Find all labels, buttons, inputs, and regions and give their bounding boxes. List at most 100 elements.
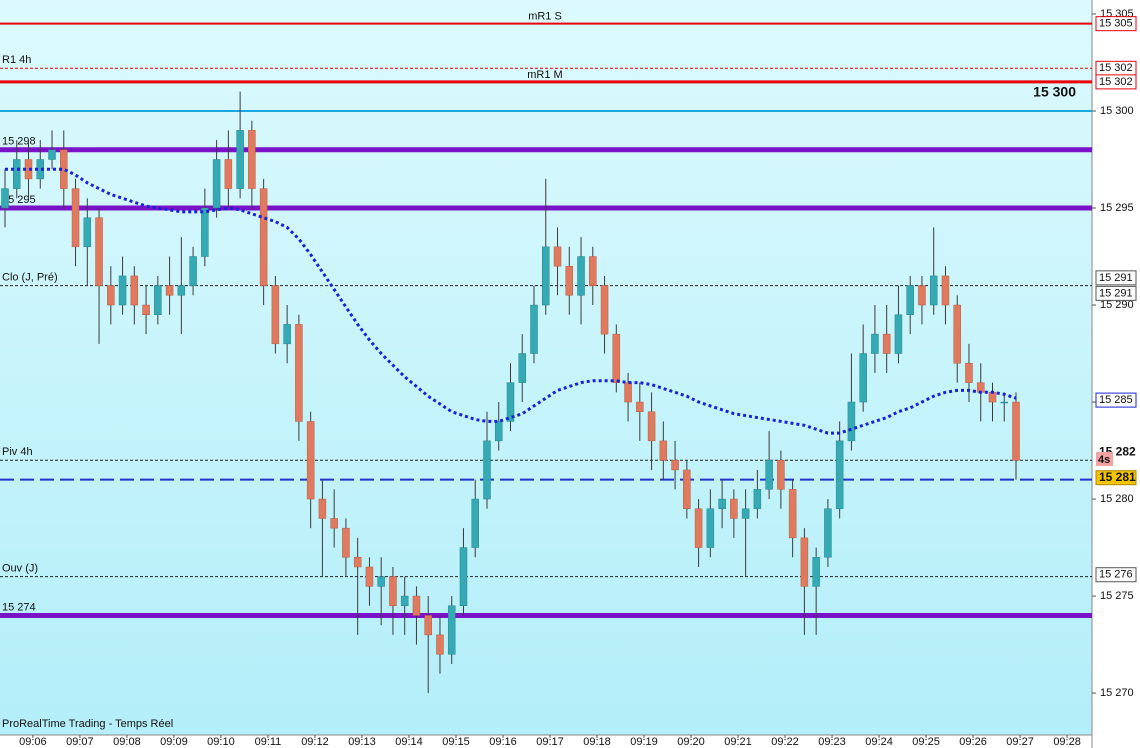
price-tag-label: 15 291 bbox=[1099, 272, 1133, 284]
x-tick-label: 09:12 bbox=[301, 736, 329, 748]
x-tick-label: 09:09 bbox=[160, 736, 188, 748]
candle-body bbox=[835, 440, 844, 510]
candle-body bbox=[824, 508, 832, 558]
price-tag-label: 15 285 bbox=[1099, 394, 1133, 406]
candle-body bbox=[83, 217, 92, 248]
level-label: mR1 M bbox=[527, 69, 562, 81]
candle-body bbox=[812, 557, 820, 587]
candle-body bbox=[494, 421, 503, 442]
candle-body bbox=[683, 469, 691, 510]
countdown-box bbox=[1096, 452, 1113, 466]
level-label: R1 4h bbox=[2, 54, 31, 66]
x-tick-label: 09:28 bbox=[1053, 736, 1081, 748]
candle-body bbox=[788, 489, 797, 539]
price-tag bbox=[1095, 270, 1137, 286]
candle-body bbox=[730, 498, 738, 519]
candle-body bbox=[1, 188, 9, 209]
candle-body bbox=[882, 333, 891, 354]
x-tick-label: 09:10 bbox=[207, 736, 235, 748]
candle-body bbox=[342, 527, 350, 558]
candle-body bbox=[71, 188, 80, 248]
candle-body bbox=[295, 324, 303, 422]
candle-body bbox=[154, 285, 162, 315]
candle-body bbox=[95, 217, 103, 286]
x-tick-label: 09:23 bbox=[818, 736, 846, 748]
candle-body bbox=[318, 498, 327, 519]
candle-body bbox=[424, 615, 432, 636]
candle-body bbox=[600, 285, 609, 335]
y-tick-label: 15 300 bbox=[1100, 105, 1134, 117]
candle-body bbox=[965, 362, 973, 383]
candle-body bbox=[259, 188, 268, 286]
candle-body bbox=[248, 130, 256, 189]
candle-body bbox=[553, 246, 562, 267]
x-tick-label: 09:24 bbox=[865, 736, 893, 748]
price-tag-label: 15 291 bbox=[1099, 287, 1133, 299]
level-label: 15 300 bbox=[1033, 84, 1076, 100]
axis-background bbox=[1092, 0, 1140, 748]
candle-body bbox=[118, 275, 127, 306]
x-tick-label: 09:11 bbox=[255, 736, 282, 748]
candle-body bbox=[130, 275, 139, 306]
candle-body bbox=[659, 440, 668, 461]
candle-body bbox=[142, 304, 150, 315]
candle-body bbox=[506, 382, 515, 422]
candle-body bbox=[859, 353, 867, 403]
candle-body bbox=[694, 508, 703, 548]
candle-body bbox=[236, 130, 244, 189]
candle-body bbox=[542, 246, 550, 306]
candle-body bbox=[377, 576, 385, 587]
x-tick-label: 09:07 bbox=[66, 736, 94, 748]
candle-body bbox=[1000, 401, 1008, 404]
candle-body bbox=[800, 537, 809, 587]
x-tick-label: 09:26 bbox=[959, 736, 987, 748]
candle-body bbox=[718, 498, 726, 510]
footer: ProRealTime Trading - Temps Réel bbox=[2, 718, 173, 730]
plot-background bbox=[0, 0, 1092, 735]
x-tick-label: 09:22 bbox=[771, 736, 799, 748]
level-label: Piv 4h bbox=[2, 446, 33, 458]
candle-body bbox=[906, 285, 914, 315]
candle-body bbox=[941, 275, 950, 306]
level-label: Ouv (J) bbox=[2, 563, 38, 575]
x-tick-label: 09:15 bbox=[442, 736, 470, 748]
candle-body bbox=[212, 159, 221, 209]
price-tag-label: 15 302 bbox=[1099, 62, 1133, 74]
price-tag bbox=[1095, 16, 1137, 32]
level-label: 15 274 bbox=[2, 601, 36, 613]
level-label: 15 295 bbox=[2, 194, 36, 206]
candle-body bbox=[447, 605, 456, 655]
candle-body bbox=[565, 265, 574, 296]
x-tick-label: 09:17 bbox=[536, 736, 564, 748]
candle-body bbox=[471, 498, 479, 548]
candle-body bbox=[365, 566, 374, 587]
x-tick-label: 09:20 bbox=[677, 736, 705, 748]
level-label: mR1 S bbox=[528, 11, 562, 23]
price-tag bbox=[1095, 567, 1137, 583]
candle-body bbox=[400, 595, 409, 607]
x-tick-label: 09:08 bbox=[113, 736, 141, 748]
candle-body bbox=[459, 547, 468, 607]
candle-body bbox=[847, 401, 856, 442]
price-tag-label: 15 305 bbox=[1099, 18, 1133, 30]
price-tag-label: 15 276 bbox=[1099, 569, 1133, 581]
x-tick-label: 09:19 bbox=[630, 736, 658, 748]
y-tick-label: 15 280 bbox=[1100, 493, 1134, 505]
price-tag-label: 15 302 bbox=[1099, 76, 1133, 88]
candle-body bbox=[953, 304, 961, 364]
x-tick-label: 09:13 bbox=[348, 736, 376, 748]
level-label: Clo (J, Pré) bbox=[2, 272, 58, 284]
candle-body bbox=[894, 314, 903, 354]
candle-body bbox=[929, 275, 938, 306]
candle-body bbox=[189, 256, 197, 286]
candle-body bbox=[518, 353, 527, 383]
x-tick-label: 09:27 bbox=[1006, 736, 1034, 748]
y-tick-label: 15 275 bbox=[1100, 590, 1134, 602]
candle-body bbox=[706, 508, 715, 548]
candle-body bbox=[224, 159, 233, 189]
y-tick-label: 15 290 bbox=[1100, 299, 1134, 311]
price-tag bbox=[1095, 392, 1137, 408]
y-tick-label: 15 270 bbox=[1100, 687, 1134, 699]
candle-body bbox=[48, 149, 56, 160]
candle-body bbox=[330, 518, 338, 529]
